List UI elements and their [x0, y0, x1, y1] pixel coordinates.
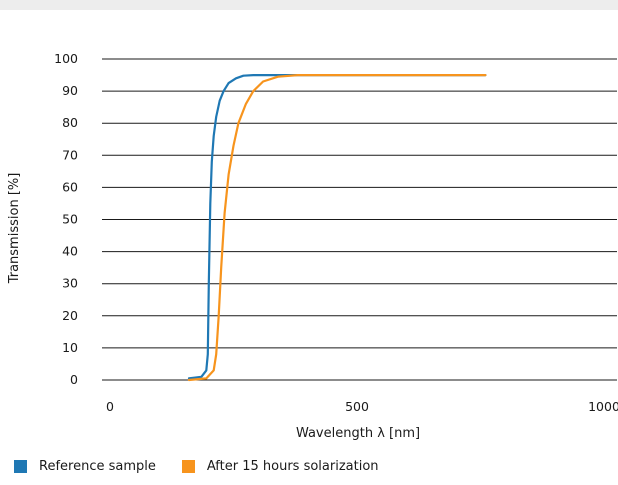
- y-axis-title: Transmission [%]: [7, 173, 22, 285]
- series-line-solarization: [187, 74, 487, 382]
- top-banner: [0, 0, 618, 10]
- legend-item-reference: Reference sample: [14, 459, 156, 474]
- x-axis-title: Wavelength λ [nm]: [296, 426, 420, 441]
- y-tick-label: 30: [62, 276, 78, 291]
- x-tick-labels: 0 500 1000: [106, 399, 618, 414]
- legend: Reference sample After 15 hours solariza…: [14, 459, 405, 474]
- y-tick-label: 70: [62, 147, 78, 162]
- y-tick-labels: 0 10 20 30 40 50 60 70 80 90 100: [54, 51, 78, 387]
- y-tick-label: 100: [54, 51, 78, 66]
- y-tick-label: 20: [62, 308, 78, 323]
- legend-swatch-solarization: [181, 460, 195, 473]
- y-tick-label: 10: [62, 340, 78, 355]
- legend-label-reference: Reference sample: [39, 459, 156, 474]
- legend-label-solarization: After 15 hours solarization: [206, 459, 379, 474]
- y-tick-label: 90: [62, 83, 78, 98]
- x-tick-label: 500: [345, 399, 369, 414]
- x-tick-label: 0: [106, 399, 114, 414]
- series-line-reference: [187, 74, 487, 380]
- y-tick-label: 60: [62, 179, 78, 194]
- y-tick-label: 0: [70, 372, 78, 387]
- legend-swatch-reference: [14, 460, 27, 473]
- y-tick-label: 50: [62, 212, 78, 227]
- y-tick-label: 40: [62, 244, 78, 259]
- y-tick-label: 80: [62, 115, 78, 130]
- legend-item-solarization: After 15 hours solarization: [181, 459, 379, 474]
- x-tick-label: 1000: [588, 399, 618, 414]
- series-lines: [187, 74, 487, 382]
- gridlines: [102, 58, 617, 381]
